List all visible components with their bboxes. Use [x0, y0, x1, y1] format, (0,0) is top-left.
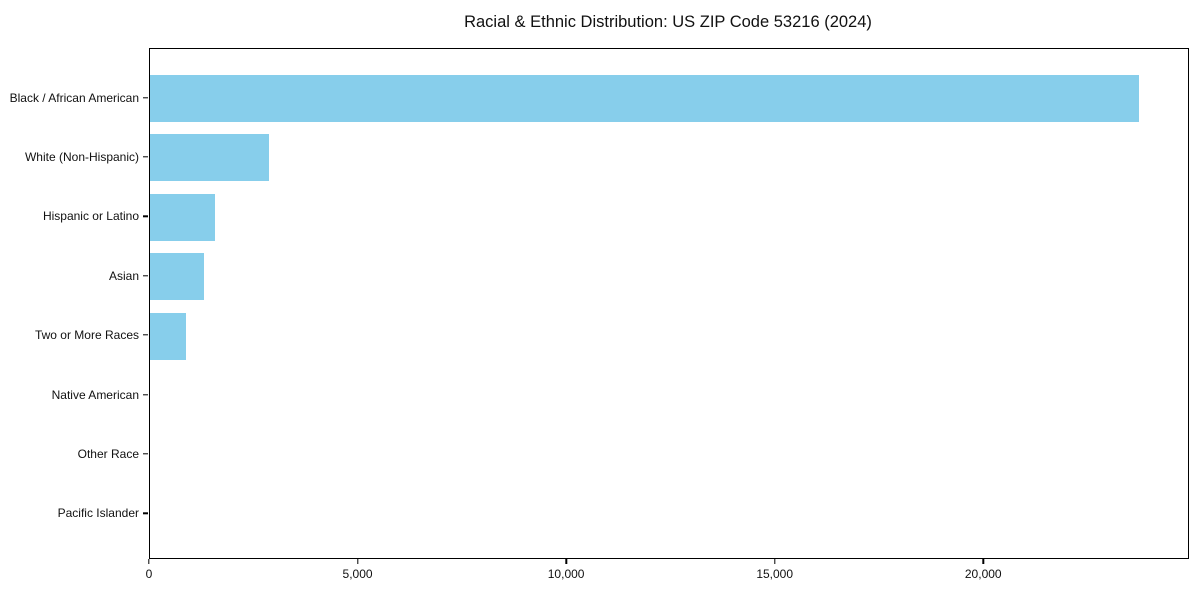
x-tick-label: 10,000 [547, 567, 585, 581]
bar [150, 312, 186, 360]
x-tick-label: 5,000 [342, 567, 373, 581]
bar [150, 75, 1139, 122]
plot-area [149, 48, 1189, 559]
y-tick-mark [143, 453, 148, 455]
y-tick-mark [143, 96, 148, 99]
y-tick-label: Asian [108, 268, 139, 283]
y-tick-label: Native American [51, 387, 139, 402]
x-tick-mark [356, 559, 359, 564]
y-tick-label: Other Race [77, 446, 139, 461]
bar [150, 193, 216, 241]
x-tick-label: 15,000 [756, 567, 794, 581]
y-tick-mark [143, 156, 148, 158]
x-tick-label: 20,000 [964, 567, 1002, 581]
y-tick-mark [143, 215, 148, 217]
x-tick-mark [773, 559, 776, 564]
x-tick-mark [148, 559, 150, 564]
y-tick-label: Black / African American [9, 90, 139, 105]
y-tick-mark [143, 274, 148, 277]
bar [150, 134, 269, 182]
y-tick-mark [143, 512, 148, 514]
y-tick-label: White (Non-Hispanic) [24, 149, 139, 164]
y-tick-mark [143, 334, 148, 336]
y-tick-label: Two or More Races [34, 328, 139, 343]
x-tick-label: 0 [145, 567, 153, 581]
y-tick-label: Pacific Islander [57, 506, 139, 521]
y-tick-mark [143, 393, 148, 396]
x-tick-mark [565, 559, 567, 564]
x-tick-mark [982, 559, 984, 564]
chart-title: Racial & Ethnic Distribution: US ZIP Cod… [464, 13, 872, 31]
bar [150, 253, 205, 301]
y-tick-label: Hispanic or Latino [42, 209, 139, 224]
